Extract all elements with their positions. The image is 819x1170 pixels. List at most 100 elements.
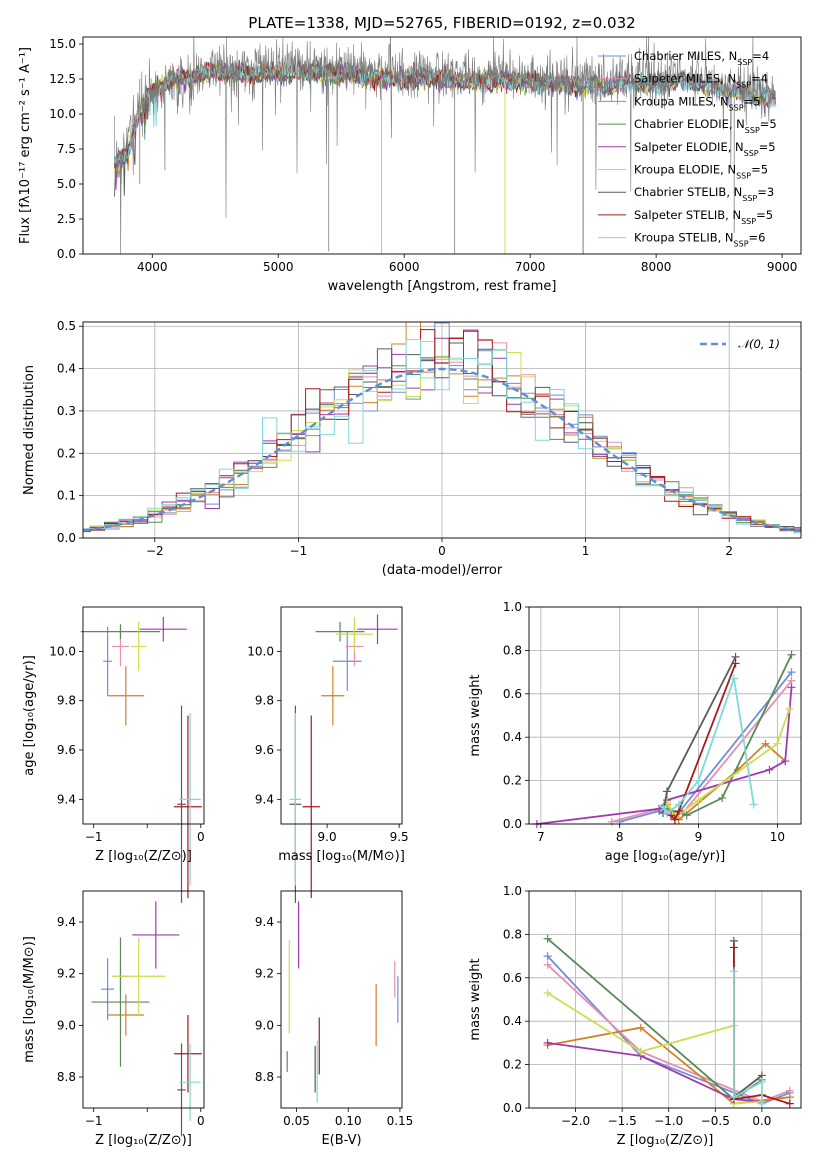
legend-entry-3: Kroupa MILES, NSSP=5 [634, 94, 760, 112]
legend-entry-1: Chabrier MILES, NSSP=4 [634, 49, 769, 67]
y-tick-label: 0.0 [57, 247, 76, 261]
x-axis-label: Z [log₁₀(Z/Z⊙)] [95, 849, 192, 864]
x-tick-label: 9.5 [390, 830, 409, 844]
weight-marker [636, 1023, 645, 1032]
x-tick-label: −1 [290, 544, 308, 558]
errorbar-point-4 [91, 937, 150, 1067]
x-tick-label: −1 [85, 830, 103, 844]
weight-series-9 [729, 967, 766, 1108]
x-tick-label: 7000 [515, 260, 546, 274]
y-tick-label: 8.8 [57, 1070, 76, 1084]
weight-marker [543, 988, 552, 997]
y-axis-label: mass [log₁₀(M/M⊙)] [22, 936, 37, 1063]
spectrum-panel: 4000 5000 6000 7000 8000 9000 0.0 2.5 5.0 7.5 10.0… [18, 14, 802, 294]
legend-entry-8: Salpeter STELIB, NSSP=5 [634, 208, 773, 226]
weight-marker [543, 1038, 552, 1047]
histogram-step-8 [83, 329, 801, 531]
errorbar-point-1 [103, 626, 112, 696]
residual-histogram-panel: −2 −1 0 1 2 0.0 0.1 0.2 0.3 0.4 0.5 (data-model)/er… [22, 319, 802, 578]
legend-text: Kroupa ELODIE, N [634, 163, 736, 177]
weight-series-7 [729, 936, 766, 1102]
y-tick-label: 0.5 [57, 319, 76, 333]
y-tick-label: 0.3 [57, 404, 76, 418]
errorbar-point-6 [111, 937, 166, 1015]
legend-sub: SSP [742, 194, 757, 203]
y-tick-label: 9.6 [57, 743, 76, 757]
errorbar-point-3 [107, 994, 145, 1036]
weight-marker [757, 1077, 766, 1086]
plot-area [80, 616, 202, 903]
weight-line [662, 678, 755, 815]
plot-area [543, 934, 794, 1108]
legend-sub: SSP [744, 148, 759, 157]
x-tick-label: 10 [770, 830, 785, 844]
x-tick-label: −1 [85, 1114, 103, 1128]
weight-marker [729, 1093, 738, 1102]
y-tick-label: 0.6 [503, 971, 522, 985]
y-tick-label: 1.0 [503, 884, 522, 898]
legend-sub: SSP [734, 239, 749, 248]
y-tick-label: 0.2 [503, 1058, 522, 1072]
legend-text: Chabrier ELODIE, N [634, 117, 745, 131]
y-tick-label: 2.5 [57, 212, 76, 226]
errorbar-point-5 [357, 614, 398, 644]
y-axis-label: mass weight [468, 958, 483, 1040]
legend-post: =6 [749, 231, 766, 245]
legend-sub: SSP [729, 103, 744, 112]
mass-weight-vs-metallicity-panel: −2.0 −1.5 −1.0 −0.5 0.0 0.0 0.2 0.4 0.6 0.8 1.0 Z [… [468, 884, 802, 1148]
weight-marker [729, 943, 738, 952]
weight-line [733, 971, 763, 1104]
y-tick-label: 10.0 [49, 107, 76, 121]
legend-text: Kroupa MILES, N [634, 94, 729, 108]
hist-clip [83, 322, 801, 534]
x-tick-label: 0.05 [283, 1114, 310, 1128]
x-axis-label: E(B-V) [321, 1133, 361, 1148]
x-tick-label: 6000 [389, 260, 420, 274]
y-tick-label: 0.8 [503, 643, 522, 657]
histogram-step-2 [83, 339, 801, 532]
x-tick-label: 8000 [641, 260, 672, 274]
errorbar-point-6 [131, 621, 147, 672]
x-axis-label: Z [log₁₀(Z/Z⊙)] [95, 1133, 192, 1148]
y-axis-label: Normed distribution [22, 365, 37, 495]
weight-marker [659, 802, 668, 811]
y-tick-label: 10.0 [49, 644, 76, 658]
weight-marker [785, 1099, 794, 1108]
weight-series-5 [543, 1038, 766, 1106]
histogram-step-9 [83, 339, 801, 534]
y-tick-label: 0.6 [503, 687, 522, 701]
legend-post: =5 [759, 140, 776, 154]
x-tick-label: 5000 [263, 260, 294, 274]
axes-frame [528, 606, 802, 825]
weight-marker [718, 793, 727, 802]
x-tick-label: 7 [537, 830, 545, 844]
y-tick-label: 15.0 [49, 37, 76, 51]
y-tick-label: 7.5 [57, 142, 76, 156]
weight-marker [694, 776, 703, 785]
axes-frame [82, 890, 205, 1109]
legend-post: =5 [744, 94, 761, 108]
legend-post: =4 [752, 49, 769, 63]
x-tick-label: 9.0 [318, 830, 337, 844]
y-tick-label: 0.0 [503, 817, 522, 831]
legend-sub: SSP [736, 80, 751, 89]
axes: −1 0 9.4 9.6 9.8 10.0 Z [log₁₀(Z/Z⊙)] age [log₁… [22, 606, 205, 864]
data-spectrum-line [114, 37, 777, 254]
y-tick-label: 0.4 [503, 730, 522, 744]
y-tick-label: 10.0 [247, 644, 274, 658]
axes-frame [280, 890, 403, 1109]
x-tick-label: −1.5 [608, 1114, 637, 1128]
x-tick-label: −1.0 [654, 1114, 683, 1128]
legend-entry-9: Kroupa STELIB, NSSP=6 [634, 231, 765, 249]
x-axis-label: mass [log₁₀(M/M⊙)] [278, 849, 405, 864]
legend-text: Chabrier STELIB, N [634, 185, 742, 199]
weight-marker [761, 739, 770, 748]
weight-marker [543, 934, 552, 943]
age-vs-mass-panel: 9.0 9.5 9.4 9.6 9.8 10.0 mass [log₁₀(M/M⊙)] [247, 606, 409, 903]
weight-marker [729, 674, 738, 683]
weight-marker [543, 960, 552, 969]
y-tick-label: 9.4 [255, 915, 274, 929]
y-tick-label: 0.4 [503, 1014, 522, 1028]
y-tick-label: 0.8 [503, 927, 522, 941]
legend-sub: SSP [736, 171, 751, 180]
